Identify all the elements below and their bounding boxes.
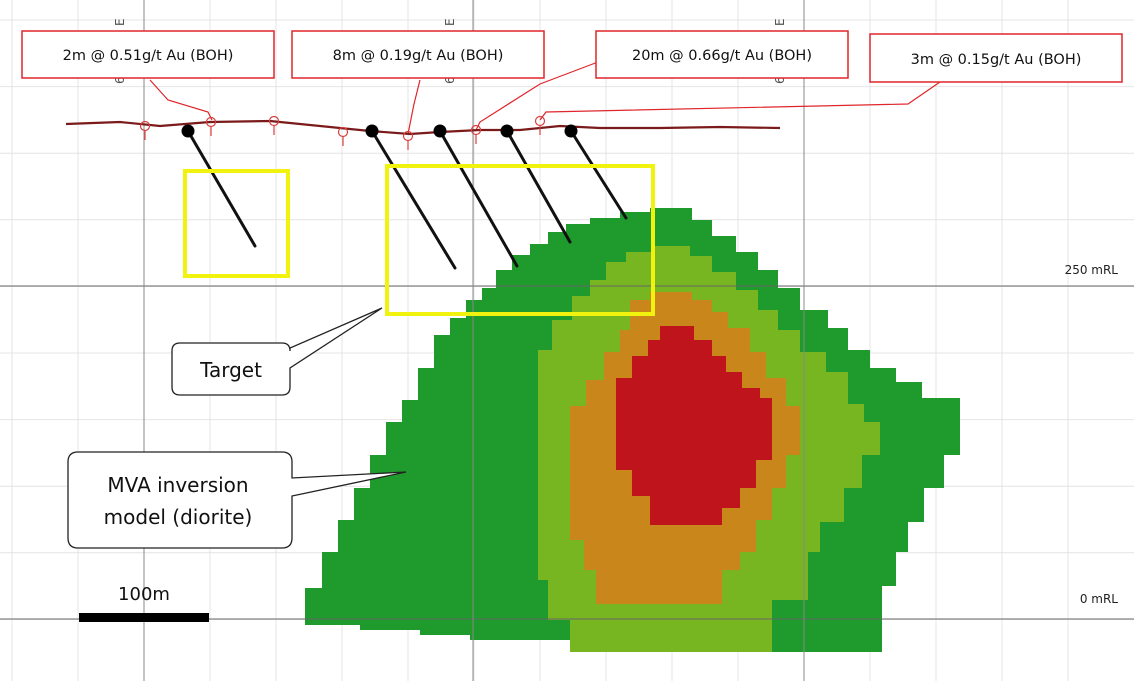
leader-4 xyxy=(539,81,941,121)
drillhole-collar xyxy=(181,124,195,138)
rl-0-label: 0 mRL xyxy=(1080,592,1118,606)
intercept-text-2: 8m @ 0.19g/t Au (BOH) xyxy=(333,48,504,64)
scale-bar-label: 100m xyxy=(118,584,170,605)
drillhole-collar xyxy=(500,124,514,138)
rl-250-label: 250 mRL xyxy=(1065,263,1119,277)
intercept-text-1: 2m @ 0.51g/t Au (BOH) xyxy=(63,48,234,64)
drillhole-collar xyxy=(365,124,379,138)
drillhole-trace xyxy=(505,129,572,244)
target-box-right xyxy=(385,164,655,316)
intercept-labels: 2m @ 0.51g/t Au (BOH) 8m @ 0.19g/t Au (B… xyxy=(21,30,1123,83)
model-callout-shape xyxy=(67,451,407,549)
intercept-box-1 xyxy=(21,30,275,79)
model-callout-line1: MVA inversion xyxy=(107,473,248,497)
easting-suffix-1: E xyxy=(113,18,127,26)
intercept-box-3 xyxy=(595,30,849,79)
topography-line xyxy=(65,119,781,136)
leader-2 xyxy=(407,79,421,135)
drillhole-trace xyxy=(370,129,457,270)
easting-suffix-3: E xyxy=(773,18,787,26)
scale-bar xyxy=(79,613,209,622)
drillhole-collar xyxy=(433,124,447,138)
drillholes xyxy=(181,124,628,270)
mva-inversion-model xyxy=(305,208,960,652)
survey-markers xyxy=(139,115,546,150)
drillhole-trace xyxy=(186,129,257,248)
leader-1 xyxy=(149,79,213,121)
survey-marker xyxy=(139,120,151,132)
model-callout-line2: model (diorite) xyxy=(104,505,253,529)
intercept-text-3: 20m @ 0.66g/t Au (BOH) xyxy=(632,48,812,64)
intercept-box-2 xyxy=(291,30,545,79)
intercept-text-4: 3m @ 0.15g/t Au (BOH) xyxy=(911,52,1082,68)
drillhole-trace xyxy=(438,129,519,268)
easting-suffix-2: E xyxy=(443,18,457,26)
drillhole-collar xyxy=(564,124,578,138)
intercept-box-4 xyxy=(869,33,1123,83)
drillhole-trace xyxy=(569,129,628,220)
model-core xyxy=(616,326,772,525)
target-callout-shape xyxy=(171,307,383,396)
target-box-left xyxy=(183,169,290,278)
target-callout-text: Target xyxy=(199,358,262,382)
